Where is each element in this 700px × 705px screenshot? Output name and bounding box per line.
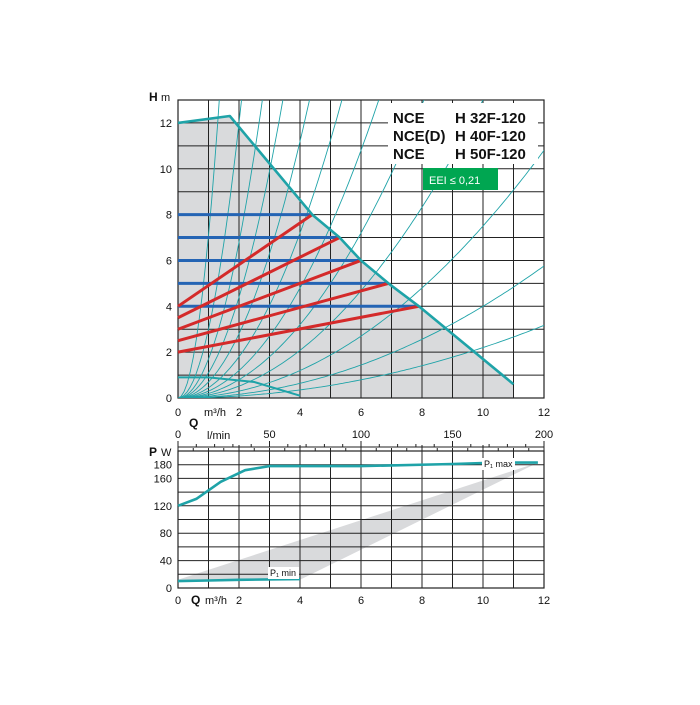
power-x-tick-label: 4 xyxy=(297,595,303,607)
power-y-tick-label: 0 xyxy=(166,583,172,595)
max-speed-curve xyxy=(177,114,515,386)
min-speed-curve xyxy=(178,376,301,397)
model-label-background xyxy=(388,103,538,164)
proportional-pressure-line xyxy=(177,259,362,331)
head-x-tick-label: 10 xyxy=(477,407,489,419)
model-series-2: NCE(D) xyxy=(393,128,446,145)
head-axis-unit: m xyxy=(161,92,170,104)
power-y-tick-label: 180 xyxy=(154,460,172,472)
power-flow-unit: m³/h xyxy=(205,595,227,607)
power-x-tick-label: 6 xyxy=(358,595,364,607)
model-type-1: H 32F-120 xyxy=(455,110,526,127)
model-type-3: H 50F-120 xyxy=(455,146,526,163)
p1-max-label-bg xyxy=(482,458,515,470)
system-curve xyxy=(178,100,242,398)
p1-max-label: P₁ max xyxy=(484,459,513,469)
power-area xyxy=(178,462,538,582)
power-x-tick-label: 12 xyxy=(538,595,550,607)
lmin-tick-label: 150 xyxy=(443,429,461,441)
head-x-tick-label: 12 xyxy=(538,407,550,419)
lmin-tick-label: 100 xyxy=(352,429,370,441)
head-y-tick-label: 8 xyxy=(166,210,172,222)
p1-min-curve xyxy=(177,577,301,583)
model-series-1: NCE xyxy=(393,110,425,127)
proportional-pressure-line xyxy=(177,304,420,354)
power-x-tick-label: 8 xyxy=(419,595,425,607)
head-y-tick-label: 4 xyxy=(166,301,172,313)
eei-badge xyxy=(423,168,498,190)
proportional-pressure-line xyxy=(177,281,389,343)
system-curve xyxy=(178,324,544,398)
head-x-tick-label: 6 xyxy=(358,407,364,419)
head-y-tick-label: 12 xyxy=(160,118,172,130)
head-x-tick-label: 8 xyxy=(419,407,425,419)
lmin-tick-label: 0 xyxy=(175,429,181,441)
power-y-tick-label: 160 xyxy=(154,473,172,485)
model-type-2: H 40F-120 xyxy=(455,128,526,145)
head-y-tick-label: 6 xyxy=(166,255,172,267)
flow-unit-m3h: m³/h xyxy=(204,407,226,419)
system-curve xyxy=(178,100,425,398)
power-y-tick-label: 80 xyxy=(160,528,172,540)
head-y-tick-label: 0 xyxy=(166,393,172,405)
power-y-tick-label: 120 xyxy=(154,501,172,513)
head-x-tick-label: 0 xyxy=(175,407,181,419)
operating-area xyxy=(178,116,514,398)
flow-unit-lmin: l/min xyxy=(207,430,230,442)
model-series-3: NCE xyxy=(393,146,425,163)
system-curve xyxy=(178,100,263,398)
proportional-pressure-line xyxy=(177,213,314,308)
power-flow-axis-label: Q xyxy=(191,593,200,607)
p1-min-label: P₁ min xyxy=(270,568,296,578)
power-axis-label: P xyxy=(149,445,157,459)
head-axis-label: H xyxy=(149,90,158,104)
power-x-tick-label: 0 xyxy=(175,595,181,607)
lmin-tick-label: 200 xyxy=(535,429,553,441)
system-curve xyxy=(178,100,220,398)
head-x-tick-label: 4 xyxy=(297,407,303,419)
system-curve xyxy=(178,100,343,398)
head-y-tick-label: 10 xyxy=(160,164,172,176)
head-plot-frame xyxy=(177,99,545,399)
system-curve xyxy=(178,100,284,398)
head-y-tick-label: 2 xyxy=(166,347,172,359)
system-curve xyxy=(178,150,544,398)
power-x-tick-label: 2 xyxy=(236,595,242,607)
flow-axis-label: Q xyxy=(189,416,198,430)
head-x-tick-label: 2 xyxy=(236,407,242,419)
power-axis-unit: W xyxy=(161,447,172,459)
system-curve xyxy=(178,265,544,398)
system-curve xyxy=(178,100,310,398)
proportional-pressure-line xyxy=(177,236,341,320)
power-y-tick-label: 40 xyxy=(160,556,172,568)
system-curve xyxy=(178,100,380,398)
eei-label: EEI ≤ 0,21 xyxy=(429,175,480,187)
p1-min-label-bg xyxy=(268,567,299,579)
power-x-tick-label: 10 xyxy=(477,595,489,607)
lmin-tick-label: 50 xyxy=(263,429,275,441)
system-curves xyxy=(178,100,544,398)
